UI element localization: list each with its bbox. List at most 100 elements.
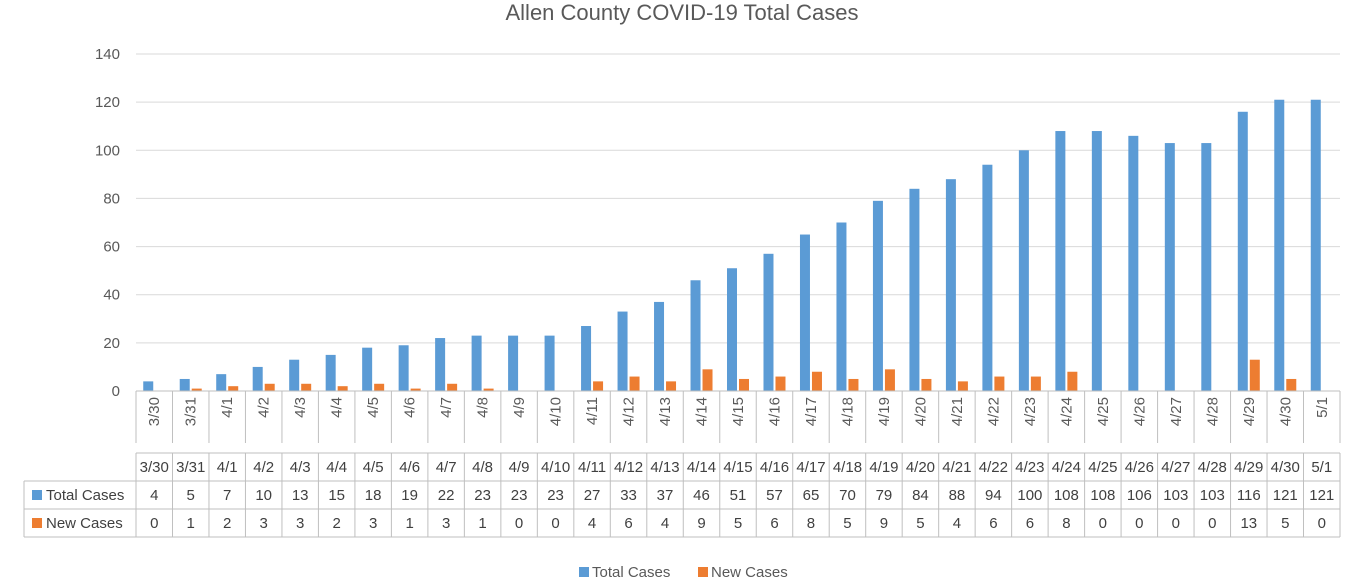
table-cell: 3	[260, 515, 268, 532]
table-cell: 8	[807, 515, 815, 532]
y-tick-label: 100	[95, 142, 120, 159]
bar-new-cases	[301, 383, 312, 391]
table-cell: 106	[1127, 487, 1152, 504]
bar-total-cases	[508, 335, 519, 391]
x-tick-label: 4/6	[402, 397, 419, 418]
table-cell: 23	[474, 487, 491, 504]
bar-new-cases	[739, 378, 749, 391]
bar-total-cases	[909, 188, 920, 391]
table-cell: 100	[1017, 487, 1042, 504]
bar-new-cases	[775, 376, 786, 391]
table-cell: 9	[697, 515, 705, 532]
table-cell: 79	[876, 487, 893, 504]
table-legend-key	[32, 490, 42, 500]
table-header-cell: 3/31	[176, 459, 205, 476]
table-cell: 5	[843, 515, 851, 532]
table-header-cell: 4/25	[1088, 459, 1117, 476]
x-tick-label: 4/7	[438, 397, 455, 418]
table-header-cell: 4/16	[760, 459, 789, 476]
x-tick-label: 4/26	[1131, 397, 1148, 426]
table-row-label: New Cases	[46, 515, 123, 532]
table-cell: 22	[438, 487, 455, 504]
bar-total-cases	[544, 335, 555, 391]
bar-total-cases	[1274, 99, 1285, 391]
bar-total-cases	[252, 366, 263, 391]
table-cell: 23	[511, 487, 528, 504]
x-tick-label: 4/15	[730, 397, 747, 426]
table-cell: 27	[584, 487, 601, 504]
bar-total-cases	[1055, 131, 1066, 391]
x-tick-label: 4/8	[475, 397, 492, 418]
table-header-cell: 4/30	[1271, 459, 1300, 476]
bar-total-cases	[1201, 143, 1212, 391]
x-tick-label: 4/9	[511, 397, 528, 418]
bar-new-cases	[884, 369, 895, 391]
table-header-cell: 4/23	[1015, 459, 1044, 476]
table-header-cell: 4/8	[472, 459, 493, 476]
table-cell: 4	[588, 515, 596, 532]
table-cell: 57	[766, 487, 783, 504]
bar-new-cases	[1286, 378, 1297, 391]
x-tick-label: 4/21	[949, 397, 966, 426]
table-cell: 94	[985, 487, 1002, 504]
x-tick-label: 4/4	[329, 397, 346, 418]
x-tick-label: 4/17	[803, 397, 820, 426]
x-tick-label: 4/23	[1022, 397, 1039, 426]
bar-new-cases	[483, 388, 494, 391]
bar-new-cases	[921, 378, 932, 391]
table-cell: 15	[328, 487, 345, 504]
table-cell: 103	[1200, 487, 1225, 504]
table-cell: 103	[1163, 487, 1188, 504]
table-cell: 1	[405, 515, 413, 532]
table-header-cell: 4/26	[1125, 459, 1154, 476]
legend-key	[579, 567, 589, 577]
legend-key	[698, 567, 708, 577]
x-tick-label: 4/14	[694, 397, 711, 426]
table-header-cell: 4/7	[436, 459, 457, 476]
x-tick-label: 4/10	[548, 397, 565, 426]
table-cell: 2	[223, 515, 231, 532]
table-header-cell: 4/19	[869, 459, 898, 476]
table-cell: 2	[332, 515, 340, 532]
table-cell: 5	[916, 515, 924, 532]
bar-total-cases	[1310, 99, 1321, 391]
table-cell: 3	[369, 515, 377, 532]
x-tick-label: 4/1	[219, 397, 236, 418]
table-header-cell: 4/1	[217, 459, 238, 476]
table-header-cell: 4/24	[1052, 459, 1081, 476]
table-header-cell: 4/20	[906, 459, 935, 476]
table-cell: 10	[255, 487, 272, 504]
bar-total-cases	[143, 381, 154, 391]
table-cell: 0	[1099, 515, 1107, 532]
data-table: 3/30 3/31 4/1 4/2 4/3 4/4 4/5 4/6 4/7 4/8 4/9 4/10 4…	[23, 452, 1341, 538]
table-header-cell: 4/10	[541, 459, 570, 476]
table-cell: 0	[150, 515, 158, 532]
table-header-cell: 4/17	[796, 459, 825, 476]
table-cell: 70	[839, 487, 856, 504]
bar-total-cases	[690, 280, 701, 391]
bar-total-cases	[1164, 143, 1175, 391]
table-cell: 108	[1054, 487, 1079, 504]
table-cell: 3	[296, 515, 304, 532]
table-header-cell: 4/15	[723, 459, 752, 476]
bar-new-cases	[337, 386, 348, 391]
table-header-cell: 4/11	[578, 459, 606, 476]
table-cell: 0	[1208, 515, 1216, 532]
y-tick-label: 120	[95, 94, 120, 111]
y-tick-label: 40	[103, 287, 120, 304]
bar-total-cases	[727, 268, 737, 391]
x-tick-label: 4/22	[985, 397, 1002, 426]
bar-new-cases	[848, 378, 859, 391]
table-header-cell: 5/1	[1311, 459, 1332, 476]
x-tick-label: 4/11	[584, 397, 601, 425]
bar-new-cases	[374, 383, 385, 391]
x-tick-label: 4/27	[1168, 397, 1185, 426]
table-cell: 13	[1240, 515, 1257, 532]
bar-new-cases	[593, 381, 604, 391]
table-header-cell: 4/21	[942, 459, 971, 476]
table-cell: 7	[223, 487, 231, 504]
table-header-cell: 4/4	[326, 459, 347, 476]
x-tick-label: 4/18	[839, 397, 856, 426]
bar-total-cases	[1237, 111, 1248, 392]
